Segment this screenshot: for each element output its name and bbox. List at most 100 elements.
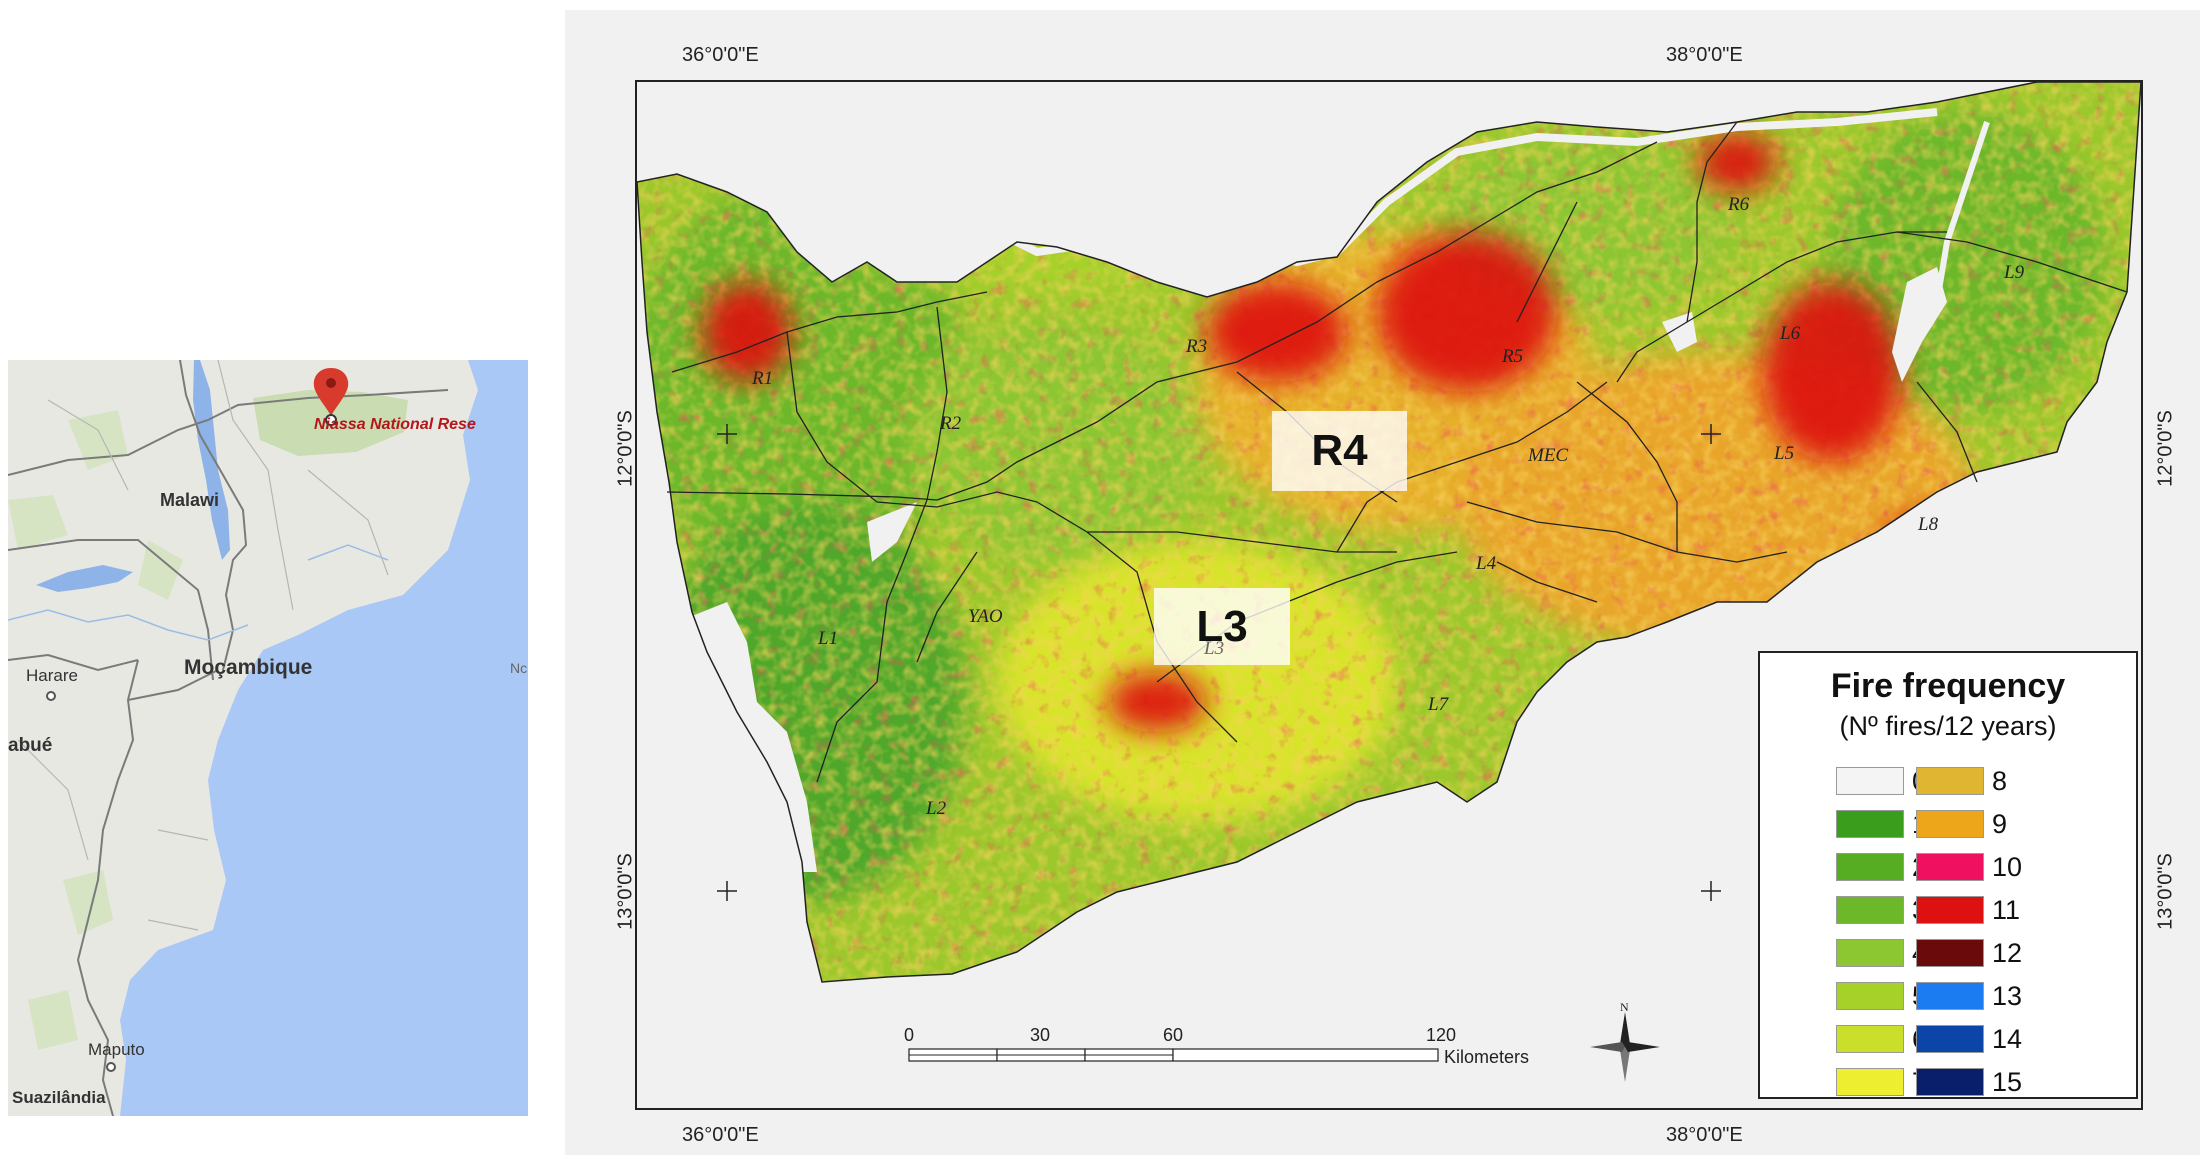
legend-swatch (1836, 896, 1904, 924)
bottom-lon-label-2: 38°0'0"E (1666, 1124, 1743, 1146)
green-patch (63, 870, 113, 935)
legend-swatch (1916, 1068, 1984, 1096)
lake-malawi (193, 360, 230, 560)
legend-subtitle: (Nº fires/12 years) (1839, 711, 2057, 741)
legend-item-8: 8 (1908, 765, 2007, 797)
legend-swatch (1836, 853, 1904, 881)
block-label-r6: R6 (1728, 194, 1750, 215)
unburnt-area (1892, 267, 1947, 382)
legend-swatch (1916, 1025, 1984, 1053)
legend-swatch (1916, 939, 1984, 967)
block-label-l1: L1 (818, 628, 839, 649)
place-malawi: Malawi (160, 490, 220, 510)
legend-title: Fire frequency (1830, 667, 2066, 705)
country-border (8, 389, 449, 476)
country-border (127, 669, 219, 701)
north-label: N (1620, 1000, 1629, 1014)
top-lon-label-2: 38°0'0"E (1666, 44, 1743, 66)
block-label-l5: L5 (1774, 443, 1795, 464)
place-abue: abué (8, 735, 53, 756)
legend-value: 9 (1992, 808, 2008, 839)
block-label-yao: YAO (968, 606, 1003, 627)
legend-swatch (1836, 982, 1904, 1010)
legend-value: 8 (1992, 765, 2008, 796)
block-label-l3-highlight: L3 (1154, 588, 1290, 665)
block-label-mec: MEC (1528, 445, 1569, 466)
legend-value: 14 (1992, 1023, 2023, 1054)
block-label-l4: L4 (1476, 553, 1497, 574)
right-lat-label-1: 12°0'0"S (2154, 410, 2177, 487)
river (8, 544, 389, 641)
legend-swatch (1916, 810, 1984, 838)
legend-item-9: 9 (1908, 808, 2007, 840)
legend-item-3: 3 (1836, 894, 1927, 926)
legend-swatch (1836, 767, 1904, 795)
place-mocambique: Moçambique (184, 656, 313, 679)
country-border (179, 360, 248, 671)
green-patch (138, 540, 183, 600)
maputo-dot (106, 1062, 116, 1072)
place-suazilandia: Suazilândia (12, 1088, 106, 1107)
scale-tick-0: 0 (904, 1025, 915, 1045)
legend-item-13: 13 (1908, 980, 2022, 1012)
north-arrow-icon: N (1590, 1000, 1660, 1082)
pin-label: Niassa National Rese (314, 416, 476, 433)
reserve-outline (637, 82, 2141, 983)
scale-bar-graphic (908, 1048, 1439, 1062)
block-label-r1: R1 (752, 368, 774, 389)
place-maputo: Maputo (88, 1040, 145, 1059)
block-label-r3: R3 (1186, 336, 1208, 357)
legend-swatch (1836, 810, 1904, 838)
province-border (17, 360, 389, 931)
country-border (76, 659, 139, 1116)
scale-tick-120: 120 (1426, 1025, 1457, 1045)
block-label-l6: L6 (1780, 323, 1801, 344)
green-patch (68, 410, 128, 470)
legend-item-14: 14 (1908, 1023, 2022, 1055)
graticule-crosses (717, 424, 1721, 901)
block-label-r5: R5 (1502, 346, 1524, 367)
locator-basemap (8, 360, 478, 1116)
map-pin-icon (313, 368, 349, 426)
legend-value: 13 (1992, 980, 2023, 1011)
legend-value: 10 (1992, 851, 2023, 882)
place-harare: Harare (26, 666, 78, 685)
green-patch (8, 495, 68, 550)
legend-value: 12 (1992, 937, 2023, 968)
right-lat-label-2: 13°0'0"S (2154, 853, 2177, 930)
block-label-l2: L2 (926, 798, 947, 819)
edge-label: Nc (510, 660, 528, 676)
legend-value: 11 (1992, 894, 2021, 925)
block-label-r2: R2 (940, 413, 962, 434)
legend-swatch (1836, 939, 1904, 967)
scale-tick-60: 60 (1163, 1025, 1184, 1045)
block-label-r4-highlight: R4 (1272, 411, 1407, 491)
green-patch (28, 990, 78, 1050)
legend-item-11: 11 (1908, 894, 2020, 926)
land-area (8, 360, 478, 1116)
country-border (8, 653, 139, 672)
legend-item-10: 10 (1908, 851, 2022, 883)
legend-item-12: 12 (1908, 937, 2022, 969)
legend-swatch (1916, 896, 1984, 924)
top-lon-label-1: 36°0'0"E (682, 44, 759, 66)
scale-unit: Kilometers (1444, 1047, 1530, 1067)
legend-swatch (1836, 1025, 1904, 1053)
legend: Fire frequency (Nº fires/12 years) 01234… (1758, 651, 2138, 1099)
river-strip (1934, 121, 1990, 303)
scale-tick-30: 30 (1030, 1025, 1051, 1045)
legend-swatch (1916, 853, 1984, 881)
legend-item-15: 15 (1908, 1066, 2022, 1098)
legend-swatch (1916, 982, 1984, 1010)
block-boundaries (666, 121, 2128, 783)
unburnt-area (867, 502, 917, 562)
bottom-lon-label-1: 36°0'0"E (682, 1124, 759, 1146)
locator-map: Niassa National Rese Malawi Moçambique H… (8, 360, 528, 1116)
lake-kariba (36, 565, 133, 592)
harare-dot (46, 691, 56, 701)
block-label-l3-small: L3 (1204, 638, 1225, 659)
country-border (8, 539, 214, 681)
legend-swatch (1836, 1068, 1904, 1096)
legend-value: 15 (1992, 1066, 2023, 1097)
legend-swatch (1916, 767, 1984, 795)
